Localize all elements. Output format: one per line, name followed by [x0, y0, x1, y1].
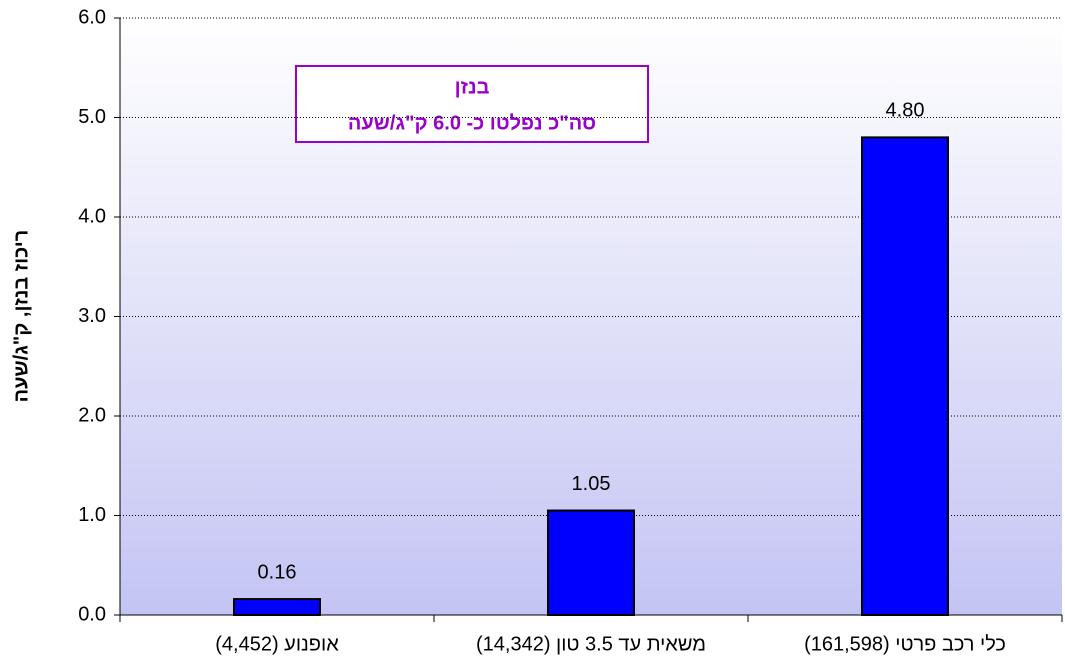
y-tick-label: 6.0: [78, 6, 106, 28]
bar: [233, 598, 321, 617]
annotation: בנזן: [455, 76, 490, 98]
value-label: 1.05: [572, 473, 611, 495]
y-tick-label: 2.0: [78, 404, 106, 426]
y-tick-label: 4.0: [78, 205, 106, 227]
y-tick-label: 0.0: [78, 603, 106, 625]
x-tick-label: כלי רכב פרטי (161,598): [804, 633, 1006, 655]
x-tick-label: אופנוע (4,452): [215, 633, 339, 655]
y-axis-label: ריכוז בנזן, ק"ג/שעה: [10, 230, 32, 403]
y-tick-label: 3.0: [78, 305, 106, 327]
y-tick-label: 5.0: [78, 106, 106, 128]
bar: [861, 136, 949, 616]
value-label: 0.16: [258, 561, 297, 583]
bar: [547, 509, 635, 616]
x-tick-label: משאית עד 3.5 טון (14,342): [476, 633, 706, 655]
annotation: סה"כ נפלטו כ- 6.0 ק"ג/שעה: [348, 112, 596, 134]
annotation-box: [295, 65, 649, 143]
value-label: 4.80: [886, 100, 925, 122]
y-tick-label: 1.0: [78, 504, 106, 526]
